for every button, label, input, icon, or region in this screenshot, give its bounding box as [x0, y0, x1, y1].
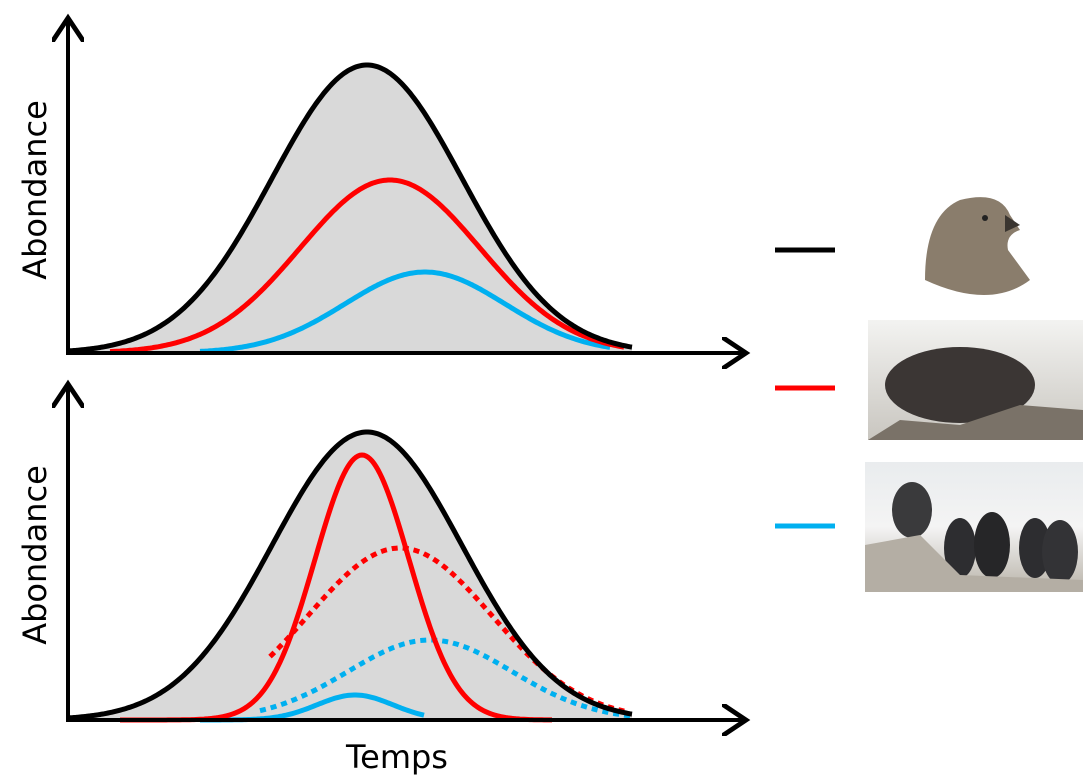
- curve: [109, 177, 625, 355]
- area: [70, 432, 632, 720]
- photo-chick: [868, 320, 1083, 440]
- area: [70, 65, 632, 353]
- curve: [69, 62, 633, 354]
- y-axis-label: Abondance: [16, 100, 54, 280]
- axes: [66, 22, 742, 722]
- curve: [259, 637, 631, 719]
- x-axis-label: Temps: [345, 738, 448, 776]
- y-axis-label: Abondance: [16, 465, 54, 645]
- photo-skua: [925, 197, 1030, 295]
- curve: [199, 269, 611, 354]
- photo-penguins: [865, 462, 1083, 592]
- curves: [69, 62, 633, 723]
- curve: [69, 429, 633, 721]
- legend: [775, 247, 835, 529]
